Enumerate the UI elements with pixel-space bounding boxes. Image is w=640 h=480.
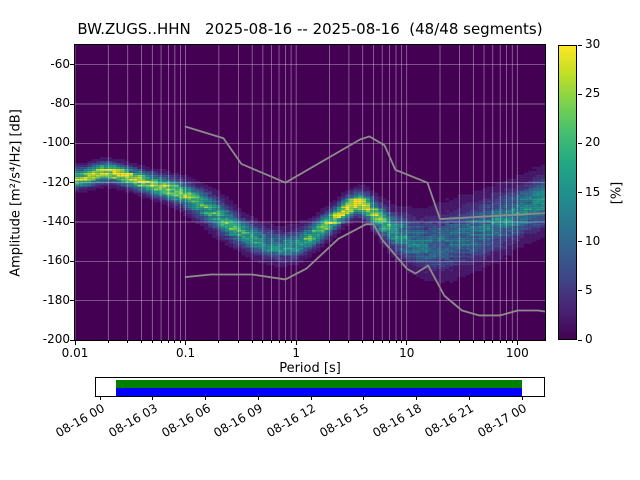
x-minor-tick <box>506 340 508 343</box>
timeline-tick-label: 08-16 15 <box>317 401 371 441</box>
y-tick-label: -160 <box>42 253 70 268</box>
x-minor-tick <box>262 340 264 343</box>
timeline-tick <box>310 397 312 400</box>
x-minor-tick <box>251 340 253 343</box>
timeline-tick <box>468 397 470 400</box>
y-tick <box>70 300 75 302</box>
y-tick <box>70 221 75 223</box>
timeline-tick-label: 08-16 18 <box>369 401 424 441</box>
x-minor-tick <box>290 340 292 343</box>
x-tick-label: 0.1 <box>176 346 196 360</box>
timeline-tick <box>152 397 154 400</box>
colorbar-tick <box>578 290 582 292</box>
x-minor-tick <box>389 340 391 343</box>
x-minor-tick <box>348 340 350 343</box>
timeline-tick-label: 08-16 00 <box>53 401 107 441</box>
x-tick-label: 10 <box>399 346 415 360</box>
x-minor-tick <box>372 340 374 343</box>
x-tick <box>74 340 76 345</box>
x-tick <box>185 340 187 345</box>
timeline-tick-label: 08-16 12 <box>264 401 318 441</box>
x-axis-label: Period [s] <box>279 361 341 376</box>
x-tick-label: 0.01 <box>61 346 89 360</box>
colorbar-tick-label: 5 <box>585 282 593 297</box>
colorbar <box>558 45 577 340</box>
y-tick-label: -200 <box>42 332 70 346</box>
x-tick-label: 1 <box>292 346 300 360</box>
ppsd-histogram-canvas <box>75 45 545 340</box>
x-minor-tick <box>458 340 460 343</box>
x-minor-tick <box>511 340 513 343</box>
y-tick-label: -180 <box>42 292 70 307</box>
y-tick <box>70 182 75 184</box>
colorbar-tick <box>578 192 582 193</box>
colorbar-tick-label: 30 <box>585 37 601 51</box>
colorbar-tick <box>578 93 582 95</box>
x-minor-tick <box>151 340 153 343</box>
timeline-data-bar <box>116 388 522 396</box>
x-minor-tick <box>107 340 109 343</box>
x-minor-tick <box>160 340 162 343</box>
x-minor-tick <box>439 340 441 343</box>
x-tick-label: 100 <box>505 346 529 360</box>
x-minor-tick <box>395 340 397 343</box>
colorbar-tick-label: 15 <box>585 184 601 199</box>
colorbar-tick-label: 20 <box>585 135 601 150</box>
x-tick <box>295 340 297 345</box>
y-tick <box>70 339 75 341</box>
plot-area <box>74 44 546 341</box>
timeline-tick-label: 08-16 21 <box>422 401 477 441</box>
y-tick-label: -100 <box>42 135 70 150</box>
y-tick <box>70 142 75 144</box>
x-minor-tick <box>472 340 474 343</box>
timeline-tick <box>416 397 417 400</box>
x-minor-tick <box>127 340 129 343</box>
y-tick-label: -120 <box>42 174 70 189</box>
colorbar-label: [%] <box>609 181 625 205</box>
colorbar-tick <box>578 44 582 46</box>
chart-title: BW.ZUGS..HHN 2025-08-16 -- 2025-08-16 (4… <box>77 20 543 38</box>
x-minor-tick <box>218 340 220 343</box>
colorbar-tick-label: 10 <box>585 233 601 248</box>
timeline-tick <box>257 397 259 400</box>
x-tick <box>406 340 408 345</box>
x-minor-tick <box>401 340 403 343</box>
x-minor-tick <box>499 340 501 343</box>
timeline-tick-label: 08-16 06 <box>158 401 213 441</box>
timeline-tick <box>99 397 101 400</box>
x-minor-tick <box>141 340 143 343</box>
timeline-tick <box>205 397 206 400</box>
x-tick <box>516 340 518 345</box>
x-minor-tick <box>180 340 182 343</box>
x-minor-tick <box>362 340 364 343</box>
x-minor-tick <box>271 340 273 343</box>
colorbar-tick-label: 0 <box>585 332 593 346</box>
timeline-coverage-bar <box>116 380 522 388</box>
x-minor-tick <box>174 340 176 343</box>
colorbar-tick-label: 25 <box>585 86 601 101</box>
timeline-tick-label: 08-16 09 <box>211 401 266 441</box>
timeline-tick <box>363 397 365 400</box>
timeline-tick <box>521 397 523 400</box>
colorbar-tick <box>578 241 582 243</box>
x-minor-tick <box>492 340 494 343</box>
y-tick-label: -140 <box>42 214 70 228</box>
y-tick <box>70 260 75 262</box>
y-tick <box>70 64 75 66</box>
x-minor-tick <box>167 340 169 343</box>
colorbar-tick <box>578 142 582 144</box>
x-minor-tick <box>284 340 286 343</box>
x-minor-tick <box>237 340 239 343</box>
x-minor-tick <box>381 340 383 343</box>
timeline-tick-label: 08-16 03 <box>106 401 160 441</box>
x-minor-tick <box>278 340 280 343</box>
timeline-tick-label: 08-17 00 <box>475 401 529 441</box>
colorbar-tick <box>578 339 582 341</box>
x-minor-tick <box>328 340 330 343</box>
y-tick-label: -60 <box>50 56 70 71</box>
y-tick-label: -80 <box>50 96 70 110</box>
y-tick <box>70 103 75 105</box>
x-minor-tick <box>483 340 485 343</box>
